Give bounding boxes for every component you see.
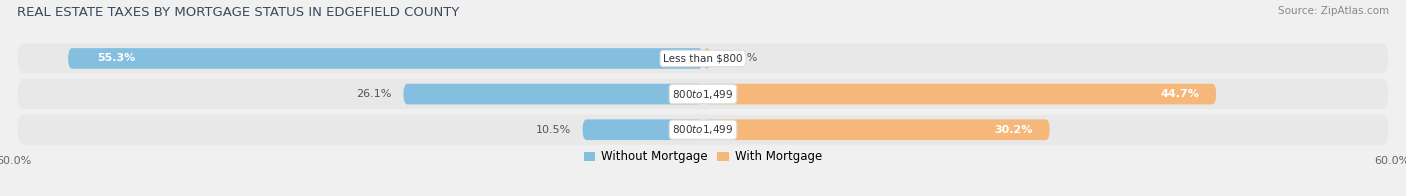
FancyBboxPatch shape — [17, 79, 1389, 109]
Text: Less than $800: Less than $800 — [664, 54, 742, 64]
Text: $800 to $1,499: $800 to $1,499 — [672, 88, 734, 101]
Text: 0.67%: 0.67% — [723, 54, 758, 64]
Text: 55.3%: 55.3% — [97, 54, 135, 64]
FancyBboxPatch shape — [67, 48, 703, 69]
Text: 26.1%: 26.1% — [357, 89, 392, 99]
FancyBboxPatch shape — [582, 119, 703, 140]
Text: 10.5%: 10.5% — [536, 125, 571, 135]
FancyBboxPatch shape — [404, 84, 703, 104]
FancyBboxPatch shape — [703, 48, 710, 69]
Text: 30.2%: 30.2% — [994, 125, 1032, 135]
Text: $800 to $1,499: $800 to $1,499 — [672, 123, 734, 136]
Legend: Without Mortgage, With Mortgage: Without Mortgage, With Mortgage — [579, 146, 827, 168]
Text: 44.7%: 44.7% — [1160, 89, 1199, 99]
FancyBboxPatch shape — [703, 84, 1216, 104]
FancyBboxPatch shape — [17, 44, 1389, 74]
FancyBboxPatch shape — [17, 115, 1389, 145]
Text: Source: ZipAtlas.com: Source: ZipAtlas.com — [1278, 6, 1389, 16]
Text: REAL ESTATE TAXES BY MORTGAGE STATUS IN EDGEFIELD COUNTY: REAL ESTATE TAXES BY MORTGAGE STATUS IN … — [17, 6, 460, 19]
FancyBboxPatch shape — [703, 119, 1050, 140]
